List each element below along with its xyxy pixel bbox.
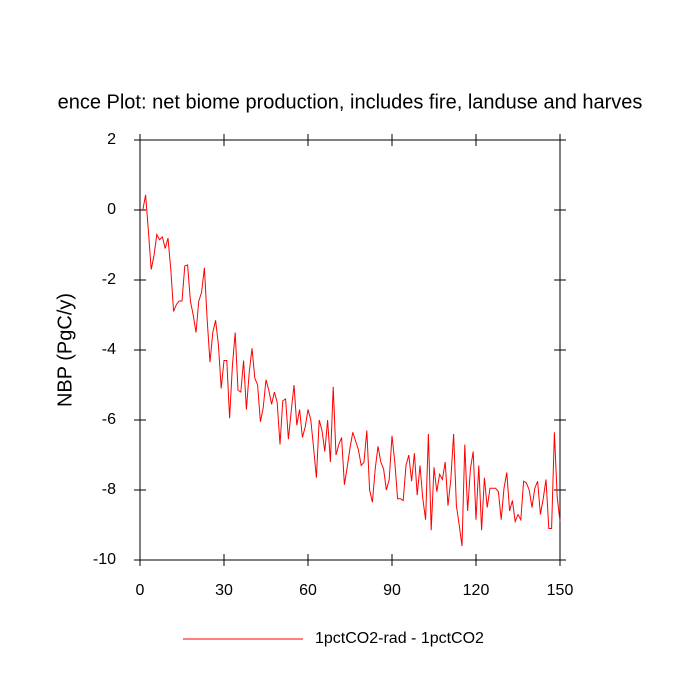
y-tick-label: -6	[102, 411, 116, 428]
legend-label: 1pctCO2-rad - 1pctCO2	[315, 630, 484, 647]
y-tick-label: 0	[107, 201, 116, 218]
y-tick-label: -4	[102, 341, 116, 358]
data-line	[142, 194, 561, 547]
y-axis-label: NBP (PgC/y)	[54, 293, 76, 407]
y-tick-label: 2	[107, 131, 116, 148]
x-tick-label: 0	[136, 582, 145, 599]
x-tick-label: 30	[215, 582, 233, 599]
x-tick-label: 120	[463, 582, 490, 599]
y-tick-label: -10	[93, 551, 116, 568]
y-tick-label: -2	[102, 271, 116, 288]
x-tick-label: 150	[547, 582, 574, 599]
y-tick-label: -8	[102, 481, 116, 498]
chart-title: ence Plot: net biome production, include…	[58, 91, 643, 113]
x-tick-label: 90	[383, 582, 401, 599]
x-tick-label: 60	[299, 582, 317, 599]
